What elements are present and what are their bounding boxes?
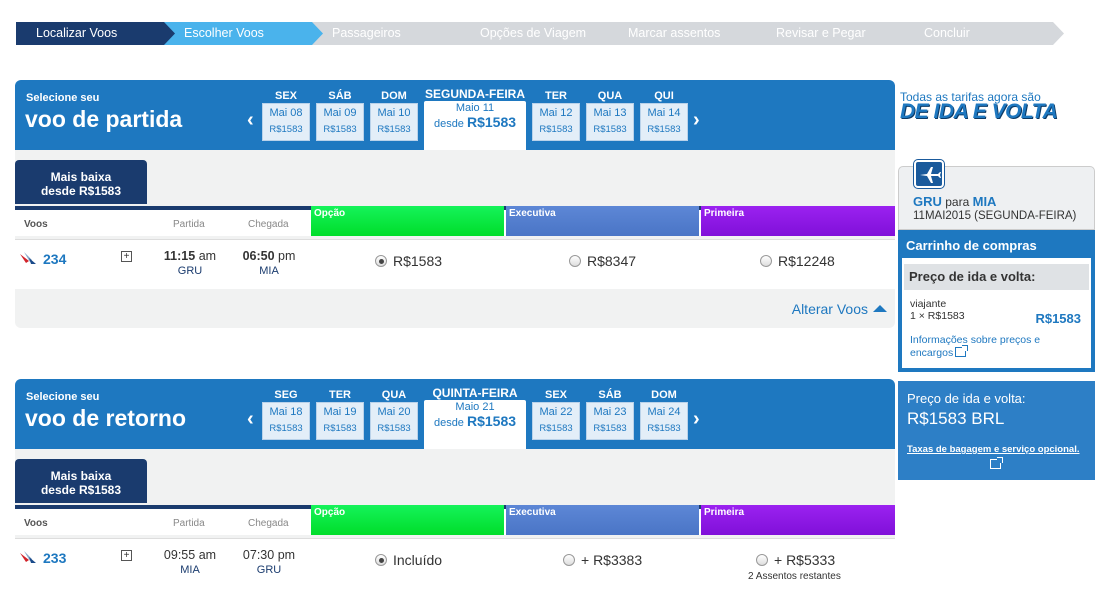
price-info-link[interactable]: Informações sobre preços e encargos (910, 334, 1041, 359)
step-revisar-pegar: Revisar e Pegar (756, 22, 916, 45)
step-opcoes-viagem: Opções de Viagem (460, 22, 620, 45)
outbound-day[interactable]: QUI Mai 14 R$1583 (640, 80, 688, 141)
return-day[interactable]: SEX Mai 22 R$1583 (532, 379, 580, 440)
cart-title: Carrinho de compras (906, 238, 1037, 253)
departure-time: 11:15 am GRU (163, 249, 217, 277)
total-price-box: Preço de ida e volta: R$1583 BRL Taxas d… (898, 378, 1095, 480)
trip-date: 11MAI2015 (SEGUNDA-FEIRA) (913, 210, 1077, 222)
return-flights-panel: Mais baixa desde R$1583 Voos Partida Che… (15, 449, 895, 590)
prev-dates-arrow-icon[interactable]: ‹ (247, 109, 254, 131)
fare-column-primeira: Primeira (701, 505, 895, 535)
fare-column-executiva: Executiva (506, 206, 699, 236)
cart-price-header: Preço de ida e volta: (904, 264, 1089, 290)
alter-flights-link[interactable]: Alterar Voos (792, 301, 887, 317)
trip-route: GRU para MIA (913, 194, 997, 209)
fare-column-primeira: Primeira (701, 206, 895, 236)
return-day[interactable]: SÁB Mai 23 R$1583 (586, 379, 634, 440)
next-dates-arrow-icon[interactable]: › (693, 109, 700, 131)
traveler-info: viajante 1 × R$1583 (910, 298, 965, 322)
return-date-selector: Selecione seu voo de retorno ‹ SEG Mai 1… (15, 379, 895, 449)
return-day[interactable]: TER Mai 19 R$1583 (316, 379, 364, 440)
traveler-price: R$1583 (1035, 311, 1081, 326)
promo-text: Todas as tarifas agora são (900, 90, 1041, 104)
american-airlines-logo-icon (20, 551, 36, 563)
fare-option-opcao[interactable]: R$1583 (375, 253, 442, 269)
flight-number-link[interactable]: 234 (43, 251, 67, 267)
outbound-select-small: Selecione seu (26, 92, 100, 104)
seats-remaining: 2 Assentos restantes (748, 571, 841, 582)
table-row: 233 + 09:55 am MIA 07:30 pm GRU Incluído… (15, 538, 895, 590)
expand-details-icon[interactable]: + (121, 251, 132, 262)
lowest-fare-tab[interactable]: Mais baixa desde R$1583 (15, 459, 147, 503)
outbound-date-selector: Selecione seu voo de partida ‹ SEX Mai 0… (15, 80, 895, 150)
fare-radio[interactable] (756, 554, 768, 566)
fare-option-executiva[interactable]: R$8347 (569, 253, 636, 269)
fare-radio[interactable] (563, 554, 575, 566)
fare-column-opcao: Opção (311, 505, 504, 535)
total-value: R$1583 BRL (907, 409, 1005, 428)
fare-radio[interactable] (569, 255, 581, 267)
outbound-flights-panel: Mais baixa desde R$1583 Voos Partida Che… (15, 150, 895, 328)
step-localizar-voos[interactable]: Localizar Voos (16, 22, 176, 45)
flight-number-link[interactable]: 233 (43, 550, 67, 566)
fare-column-opcao: Opção (311, 206, 504, 236)
return-select-small: Selecione seu (26, 391, 100, 403)
fare-option-opcao[interactable]: Incluído (375, 552, 442, 568)
outbound-select-title: voo de partida (25, 106, 183, 132)
trip-summary: GRU para MIA 11MAI2015 (SEGUNDA-FEIRA) (898, 166, 1095, 230)
external-link-icon[interactable] (990, 457, 1003, 469)
arrival-time: 06:50 pm MIA (242, 249, 296, 277)
outbound-day[interactable]: SEX Mai 08 R$1583 (262, 80, 310, 141)
airplane-icon (914, 160, 944, 188)
step-concluir: Concluir (904, 22, 1064, 45)
outbound-day[interactable]: TER Mai 12 R$1583 (532, 80, 580, 141)
outbound-day[interactable]: QUA Mai 13 R$1583 (586, 80, 634, 141)
fare-radio[interactable] (760, 255, 772, 267)
return-day[interactable]: DOM Mai 24 R$1583 (640, 379, 688, 440)
progress-steps: Localizar Voos Escolher Voos Passageiros… (16, 22, 1066, 45)
next-dates-arrow-icon[interactable]: › (693, 408, 700, 430)
promo-headline: DE IDA E VOLTA (900, 100, 1058, 123)
arrival-time: 07:30 pm GRU (242, 548, 296, 576)
fare-option-primeira[interactable]: + R$5333 (756, 552, 835, 568)
return-select-title: voo de retorno (25, 405, 187, 431)
total-label: Preço de ida e volta: (907, 391, 1026, 406)
expand-details-icon[interactable]: + (121, 550, 132, 561)
step-passageiros: Passageiros (312, 22, 472, 45)
lowest-fare-tab[interactable]: Mais baixa desde R$1583 (15, 160, 147, 204)
american-airlines-logo-icon (20, 252, 36, 264)
outbound-day[interactable]: DOM Mai 10 R$1583 (370, 80, 418, 141)
fare-option-executiva[interactable]: + R$3383 (563, 552, 642, 568)
fare-option-primeira[interactable]: R$12248 (760, 253, 835, 269)
prev-dates-arrow-icon[interactable]: ‹ (247, 408, 254, 430)
fare-radio[interactable] (375, 255, 387, 267)
return-day[interactable]: QUA Mai 20 R$1583 (370, 379, 418, 440)
step-escolher-voos[interactable]: Escolher Voos (164, 22, 324, 45)
collapse-arrow-icon (873, 305, 887, 312)
outbound-day[interactable]: SÁB Mai 09 R$1583 (316, 80, 364, 141)
return-day[interactable]: SEG Mai 18 R$1583 (262, 379, 310, 440)
column-header: Voos Partida Chegada Opção Executiva Pri… (15, 206, 895, 236)
outbound-day-selected[interactable]: SEGUNDA-FEIRA Maio 11 desde R$1583 (424, 80, 526, 150)
return-day-selected[interactable]: QUINTA-FEIRA Maio 21 desde R$1583 (424, 379, 526, 449)
column-header: Voos Partida Chegada Opção Executiva Pri… (15, 505, 895, 535)
external-link-icon (955, 345, 969, 357)
fare-column-executiva: Executiva (506, 505, 699, 535)
baggage-fees-link[interactable]: Taxas de bagagem e serviço opcional. (907, 444, 1080, 455)
departure-time: 09:55 am MIA (163, 548, 217, 576)
shopping-cart: Carrinho de compras Preço de ida e volta… (898, 230, 1095, 372)
step-marcar-assentos: Marcar assentos (608, 22, 768, 45)
table-row: 234 + 11:15 am GRU 06:50 pm MIA R$1583 R… (15, 239, 895, 289)
fare-radio[interactable] (375, 554, 387, 566)
